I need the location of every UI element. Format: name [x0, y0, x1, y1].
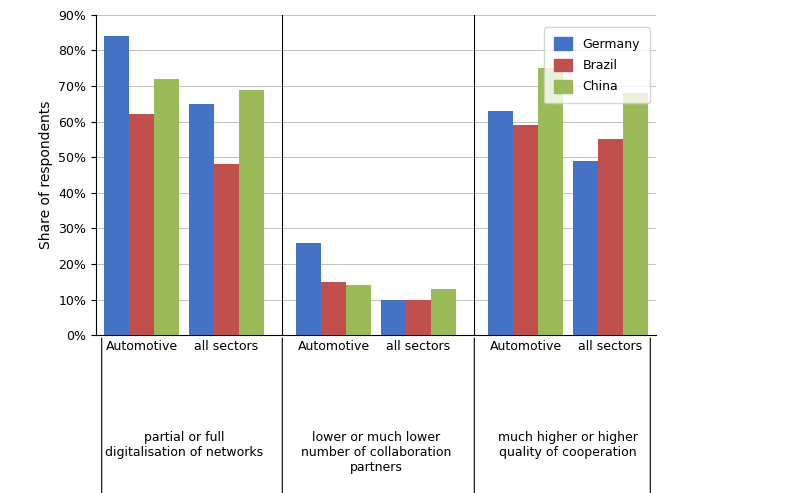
- Text: lower or much lower
number of collaboration
partners: lower or much lower number of collaborat…: [301, 431, 451, 474]
- Bar: [381, 300, 406, 335]
- Text: much higher or higher
quality of cooperation: much higher or higher quality of coopera…: [498, 431, 638, 459]
- Bar: [214, 164, 239, 335]
- Bar: [129, 114, 154, 335]
- Bar: [239, 90, 264, 335]
- Bar: [189, 104, 214, 335]
- Bar: [154, 79, 179, 335]
- Text: partial or full
digitalisation of networks: partial or full digitalisation of networ…: [105, 431, 263, 459]
- Bar: [346, 285, 371, 335]
- Y-axis label: Share of respondents: Share of respondents: [38, 101, 53, 249]
- Bar: [623, 93, 648, 335]
- Bar: [431, 289, 456, 335]
- Bar: [488, 111, 513, 335]
- Bar: [513, 125, 538, 335]
- Bar: [598, 140, 623, 335]
- Bar: [406, 300, 431, 335]
- Bar: [321, 282, 346, 335]
- Legend: Germany, Brazil, China: Germany, Brazil, China: [543, 28, 650, 104]
- Bar: [104, 36, 129, 335]
- Bar: [296, 243, 321, 335]
- Bar: [538, 68, 563, 335]
- Bar: [573, 161, 598, 335]
